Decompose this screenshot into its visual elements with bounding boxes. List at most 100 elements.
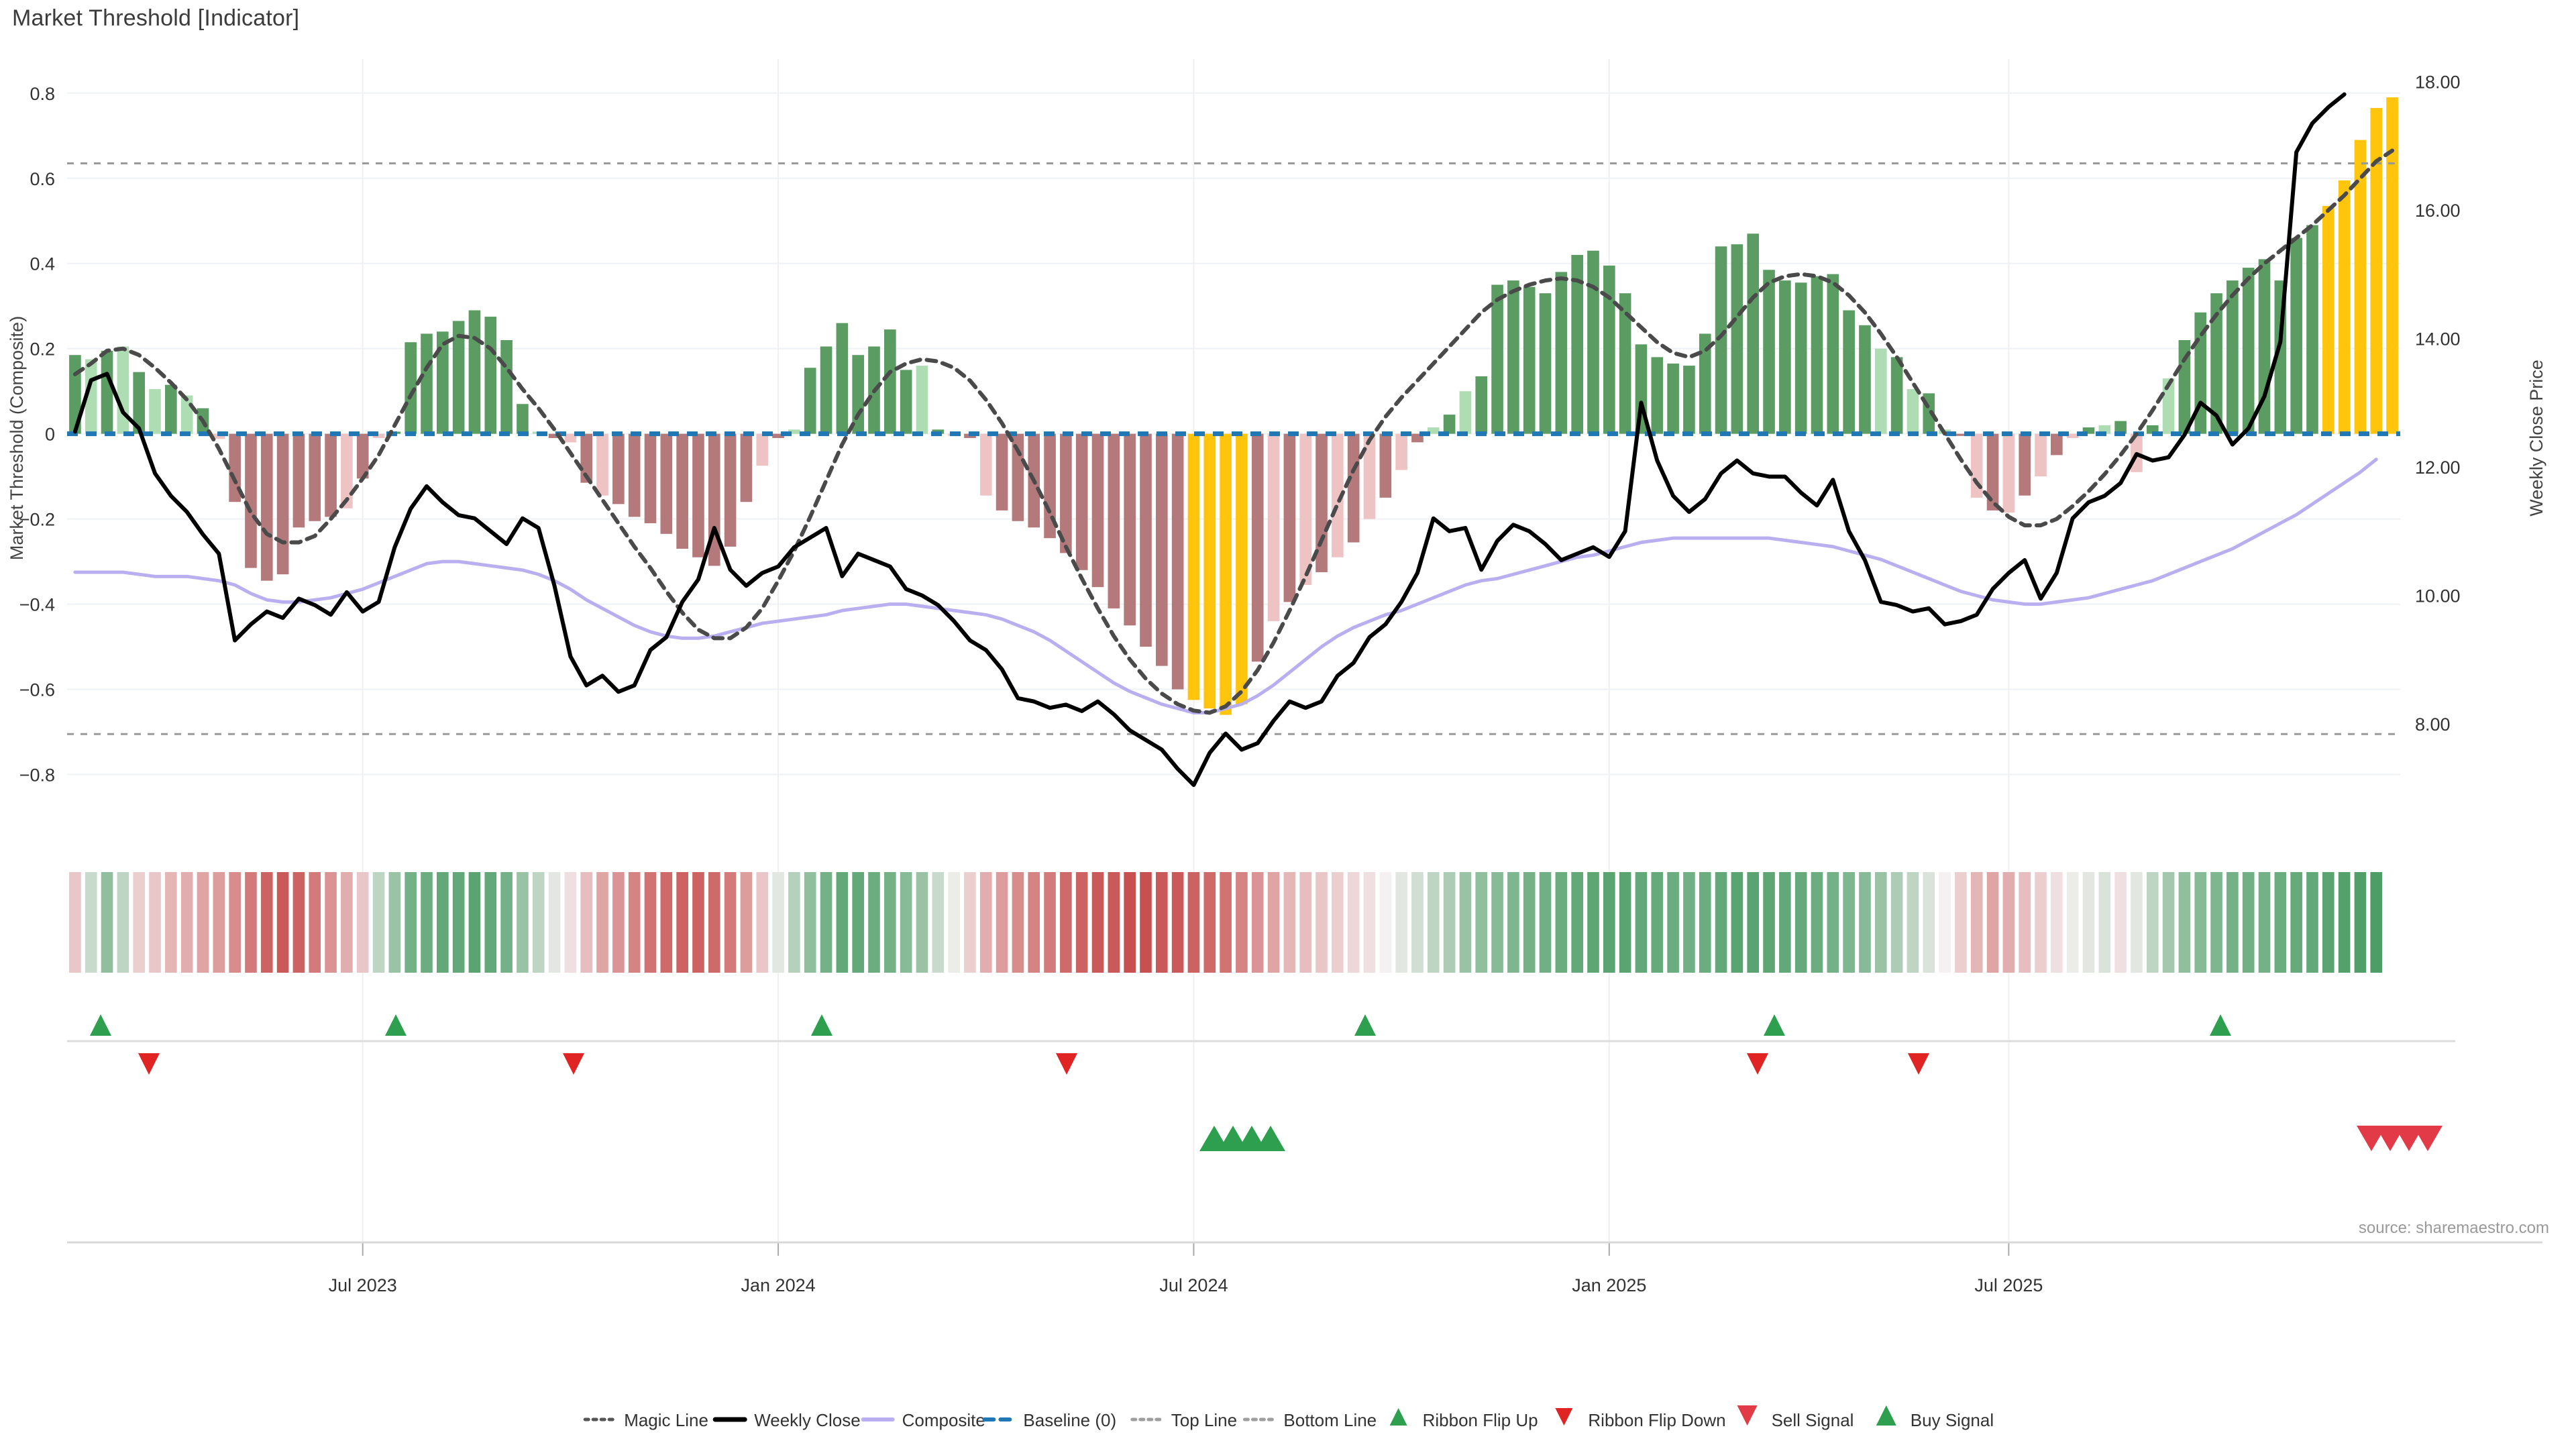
histogram-bar xyxy=(979,433,992,496)
ribbon-strip-cell xyxy=(180,872,193,973)
ribbon-strip-cell xyxy=(548,872,561,973)
ribbon-strip-cell xyxy=(1332,872,1344,973)
ribbon-strip-cell xyxy=(1955,872,1967,973)
ribbon-flip-up-marker xyxy=(1764,1014,1785,1036)
histogram-bar xyxy=(2035,433,2047,477)
ribbon-strip-cell xyxy=(1299,872,1312,973)
ribbon-strip-cell xyxy=(69,872,81,973)
y-tick-label: 0 xyxy=(45,425,55,445)
ribbon-strip-cell xyxy=(2098,872,2111,973)
histogram-bar xyxy=(884,329,896,434)
ribbon-strip-cell xyxy=(356,872,369,973)
histogram-bar xyxy=(1267,433,1280,621)
histogram-bar xyxy=(1299,433,1312,586)
ribbon-strip-cell xyxy=(101,872,113,973)
y-tick-label: −0.8 xyxy=(19,765,55,786)
histogram-bar xyxy=(1667,363,1679,434)
histogram-bar xyxy=(836,323,849,434)
buy-signal-marker xyxy=(1256,1126,1285,1151)
ribbon-strip-cell xyxy=(1316,872,1328,973)
ribbon-strip-cell xyxy=(484,872,497,973)
ribbon-flip-up-marker xyxy=(385,1014,407,1036)
y2-tick-label: 10.00 xyxy=(2415,586,2461,606)
chart-legend: Magic Line Weekly Close Composite Baseline … xyxy=(583,1405,1994,1430)
ribbon-strip-cell xyxy=(517,872,529,973)
ribbon-strip-cell xyxy=(1843,872,1855,973)
ribbon-strip-cell xyxy=(1203,872,1216,973)
histogram-bar xyxy=(69,355,81,434)
histogram-bar xyxy=(1363,433,1376,519)
histogram-bar xyxy=(1827,274,1839,434)
ribbon-strip-cell xyxy=(708,872,720,973)
ribbon-strip-cell xyxy=(1363,872,1376,973)
ribbon-strip-cell xyxy=(884,872,896,973)
histogram-bar xyxy=(788,429,800,434)
right-axis-title: Weekly Close Price xyxy=(2526,360,2546,517)
ribbon-strip-cell xyxy=(229,872,241,973)
histogram-bar xyxy=(1747,233,1760,434)
ribbon-strip-cell xyxy=(948,872,960,973)
histogram-bar xyxy=(852,355,864,434)
ribbon-strip-cell xyxy=(1124,872,1136,973)
ribbon-strip-cell xyxy=(2162,872,2175,973)
ribbon-strip-cell xyxy=(916,872,928,973)
histogram-bar xyxy=(1779,280,1791,434)
histogram-bar xyxy=(820,346,833,434)
ribbon-strip-cell xyxy=(213,872,225,973)
ribbon-flip-down-marker xyxy=(138,1053,160,1075)
ribbon-strip-cell xyxy=(388,872,401,973)
ribbon-strip-cell xyxy=(1523,872,1536,973)
histogram-bar xyxy=(325,433,337,517)
histogram-bar xyxy=(452,321,465,434)
histogram-bar xyxy=(596,433,608,496)
ribbon-strip-cell xyxy=(85,872,97,973)
histogram-bar xyxy=(2322,206,2334,434)
histogram-bar xyxy=(644,433,657,523)
ribbon-strip-cell xyxy=(325,872,337,973)
histogram-bar xyxy=(1091,433,1104,588)
ribbon-strip-cell xyxy=(468,872,481,973)
histogram-bar xyxy=(1890,357,1903,434)
ribbon-strip-cell xyxy=(2082,872,2095,973)
ribbon-strip-cell xyxy=(836,872,849,973)
ribbon-strip-cell xyxy=(2019,872,2031,973)
histogram-bar xyxy=(724,433,737,547)
ribbon-strip-cell xyxy=(820,872,833,973)
ribbon-strip-cell xyxy=(149,872,161,973)
ribbon-strip-cell xyxy=(1187,872,1200,973)
y-tick-label: −0.4 xyxy=(19,595,55,615)
legend-marker-8 xyxy=(1737,1405,1758,1426)
histogram-bar xyxy=(101,350,113,434)
legend-label-0: Magic Line xyxy=(624,1410,708,1430)
histogram-bar xyxy=(1794,282,1807,434)
x-tick-label: Jan 2024 xyxy=(741,1275,816,1295)
legend-marker-6 xyxy=(1389,1408,1407,1426)
ribbon-strip-cell xyxy=(2146,872,2159,973)
histogram-bar xyxy=(916,366,928,434)
ribbon-strip-cell xyxy=(740,872,753,973)
ribbon-strip-cell xyxy=(2338,872,2351,973)
ribbon-flip-up-marker xyxy=(1354,1014,1376,1036)
histogram-bar xyxy=(2290,237,2302,434)
ribbon-strip-cell xyxy=(788,872,800,973)
histogram-bar xyxy=(1699,333,1711,434)
ribbon-flip-down-marker xyxy=(563,1053,584,1075)
histogram-bar xyxy=(276,433,289,575)
histogram-bar xyxy=(2210,293,2222,434)
histogram-bar xyxy=(660,433,673,534)
histogram-bar xyxy=(628,433,641,517)
ribbon-strip-cell xyxy=(1091,872,1104,973)
histogram-bar xyxy=(468,310,481,434)
histogram-bar xyxy=(2019,433,2031,496)
ribbon-strip-cell xyxy=(1108,872,1120,973)
ribbon-strip-cell xyxy=(2051,872,2063,973)
sell-signal-marker xyxy=(2357,1126,2386,1151)
ribbon-strip-cell xyxy=(1155,872,1168,973)
ribbon-strip-cell xyxy=(1012,872,1024,973)
histogram-bar xyxy=(1587,250,1599,434)
histogram-bar xyxy=(229,433,241,502)
ribbon-strip-cell xyxy=(1731,872,1743,973)
ribbon-flip-down-marker xyxy=(1747,1053,1768,1075)
ribbon-strip-cell xyxy=(1140,872,1152,973)
